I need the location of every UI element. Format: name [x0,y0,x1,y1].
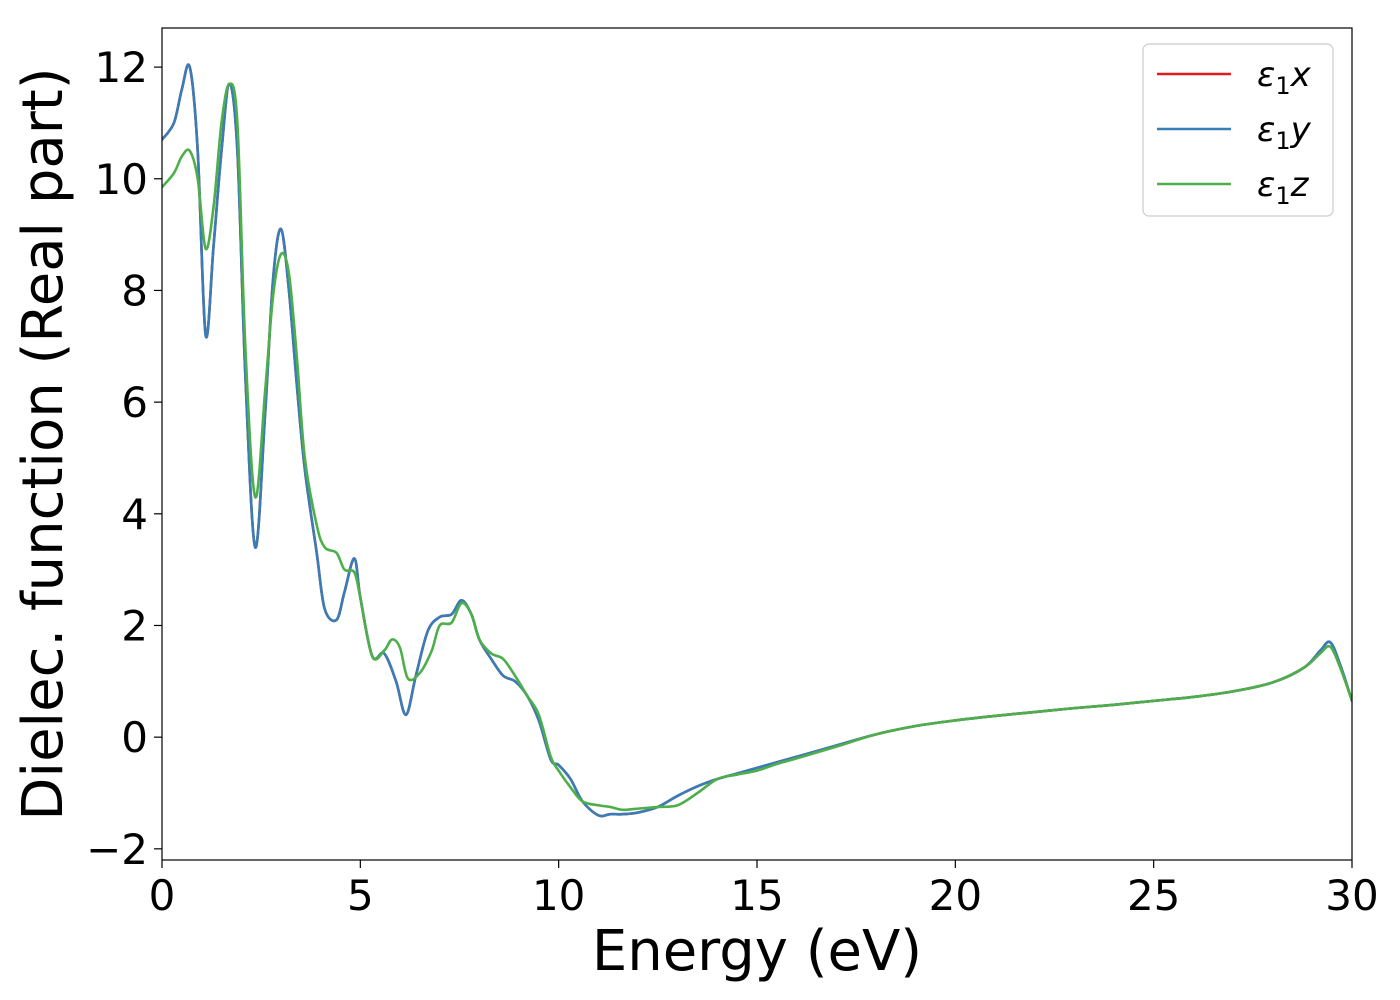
x-axis-title: Energy (eV) [592,919,922,984]
legend-box [1142,43,1334,217]
legend: ε1x ε1y ε1z [1142,43,1334,217]
x-tick-label: 15 [730,871,783,920]
legend-label-z: ε1z [1257,165,1310,210]
x-tick-label: 20 [929,871,982,920]
y-tick-label: −2 [86,825,148,874]
y-tick-label: 6 [121,378,148,427]
y-axis-ticks: −2 0 2 4 6 8 10 12 [86,43,162,874]
x-tick-label: 5 [347,871,374,920]
x-tick-label: 30 [1325,871,1378,920]
x-tick-label: 0 [149,871,176,920]
y-tick-label: 12 [95,43,148,92]
x-tick-label: 25 [1127,871,1180,920]
y-tick-label: 0 [121,713,148,762]
y-tick-label: 4 [121,490,148,539]
y-tick-label: 10 [95,155,148,204]
x-tick-label: 10 [532,871,585,920]
legend-label-x: ε1x [1257,55,1312,100]
x-axis-ticks: 0 5 10 15 20 25 30 [149,860,1379,920]
y-tick-label: 8 [121,266,148,315]
y-axis-title: Dielec. function (Real part) [11,67,76,820]
y-tick-label: 2 [121,601,148,650]
series-line-z [162,82,1352,812]
series-layer [162,63,1352,818]
legend-label-y: ε1y [1257,110,1312,155]
